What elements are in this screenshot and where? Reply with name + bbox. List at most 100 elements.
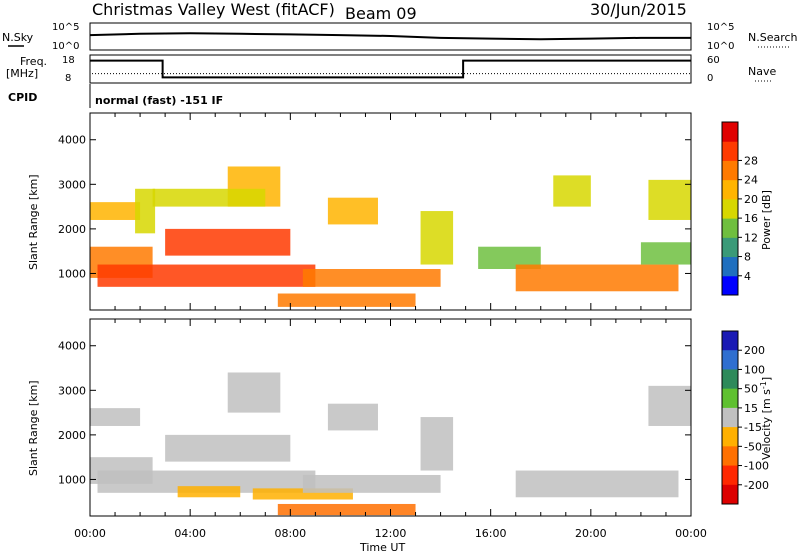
station-title: Christmas Valley West (fitACF) [92, 0, 335, 19]
colorbar-frame [721, 121, 739, 296]
scatter-region [165, 228, 291, 256]
frequency-panel: Freq. [MHz] 18 8 60 0 Nave [6, 54, 776, 84]
colorbar-swatch [722, 331, 738, 351]
colorbar-swatch [722, 179, 738, 200]
nave-tick-bottom: 0 [707, 73, 713, 84]
y-tick-label: 2000 [58, 223, 86, 236]
scatter-region [177, 486, 241, 498]
colorbar-swatch [722, 427, 738, 447]
colorbar-tick-label: 100 [744, 363, 765, 376]
colorbar-swatch [722, 407, 738, 428]
colorbar-swatch [722, 218, 738, 238]
colorbar-swatch [722, 275, 738, 296]
noise-panel: N.Sky 10^5 10^0 10^5 10^0 N.Search [2, 22, 798, 52]
colorbar-swatch [722, 446, 738, 467]
colorbar-swatch [722, 256, 738, 277]
colorbar-tick-label: -15 [744, 421, 762, 434]
colorbar-tick-label: 20 [744, 193, 758, 206]
scatter-region [227, 372, 281, 413]
noise-tick-bottom-right: 10^0 [707, 41, 734, 52]
colorbar-swatch [722, 465, 738, 486]
noise-tick-bottom-left: 10^0 [52, 41, 79, 52]
noise-series-line [89, 32, 691, 41]
scatter-region [152, 188, 266, 207]
x-tick-label: 16:00 [475, 527, 507, 540]
colorbar-swatch [722, 141, 738, 161]
noise-tick-top-left: 10^5 [52, 22, 79, 33]
scatter-region [165, 434, 291, 462]
freq-tick-bottom: 8 [65, 73, 71, 84]
nave-tick-top: 60 [707, 55, 720, 66]
scatter-region [478, 246, 541, 269]
colorbar-swatch [722, 350, 738, 370]
freq-label: Freq. [20, 55, 47, 68]
colorbar-tick-label: -200 [744, 479, 769, 492]
scatter-region [640, 242, 691, 265]
x-tick-label: 12:00 [375, 527, 407, 540]
y-tick-label: 2000 [58, 429, 86, 442]
y-tick-label: 1000 [58, 473, 86, 486]
colorbar-tick-label: 50 [744, 383, 758, 396]
cpid-text: normal (fast) -151 IF [95, 94, 223, 107]
freq-tick-top: 18 [62, 55, 75, 66]
scatter-region [648, 385, 691, 426]
x-tick-label: 00:00 [675, 527, 707, 540]
scatter-region [515, 470, 679, 498]
colorbar-tick-label: 12 [744, 231, 758, 244]
colorbar-frame [721, 330, 739, 505]
scatter-region [648, 179, 691, 220]
date-title: 30/Jun/2015 [590, 0, 687, 19]
colorbar-swatch [722, 484, 738, 505]
xlabel: Time UT [359, 541, 405, 554]
cpid-label: CPID [8, 91, 37, 104]
y-tick-label: 1000 [58, 267, 86, 280]
colorbar-tick-label: 16 [744, 212, 758, 225]
velocity-colorbar: 200 100 50 15 -15 -50 -100 -200 [721, 330, 769, 505]
x-tick-label: 08:00 [274, 527, 306, 540]
colorbar-swatch [722, 160, 738, 181]
colorbar-swatch [722, 198, 738, 219]
beam-title: Beam 09 [345, 4, 417, 23]
colorbar-swatch [722, 237, 738, 258]
nsearch-label: N.Search [748, 31, 798, 44]
power-ylabel: Slant Range [km] [27, 174, 40, 270]
y-tick-label: 4000 [58, 134, 86, 147]
scatter-region [277, 503, 416, 516]
velocity-panel: 1000 2000 3000 4000 [58, 318, 692, 517]
scatter-region [97, 470, 316, 493]
velocity-ylabel: Slant Range [km] [27, 380, 40, 476]
colorbar-tick-label: 4 [744, 270, 751, 283]
scatter-region [97, 264, 316, 287]
y-tick-label: 3000 [58, 178, 86, 191]
colorbar-tick-label: -100 [744, 460, 769, 473]
scatter-region [327, 197, 378, 225]
scatter-region [135, 188, 156, 234]
scatter-region [90, 202, 141, 220]
nave-label: Nave [748, 65, 776, 78]
scatter-region [553, 175, 591, 207]
colorbar-tick-label: -50 [744, 440, 762, 453]
colorbar-tick-label: 8 [744, 251, 751, 264]
colorbar-tick-label: 15 [744, 402, 758, 415]
y-tick-label: 4000 [58, 340, 86, 353]
velocity-scale-label: Velocity [m s-1] [759, 377, 773, 460]
scatter-region [252, 488, 353, 500]
colorbar-tick-label: 28 [744, 154, 758, 167]
colorbar-tick-label: 24 [744, 174, 758, 187]
scatter-region [420, 417, 454, 471]
colorbar-swatch [722, 388, 738, 409]
power-scale-label: Power [dB] [760, 190, 773, 250]
frequency-series-line [90, 59, 691, 79]
colorbar-swatch [722, 122, 738, 142]
noise-tick-top-right: 10^5 [707, 22, 734, 33]
scatter-region [327, 403, 378, 431]
y-tick-label: 3000 [58, 384, 86, 397]
freq-unit-label: [MHz] [6, 67, 38, 80]
x-tick-label: 04:00 [174, 527, 206, 540]
colorbar-swatch [722, 369, 738, 390]
scatter-region [90, 408, 141, 426]
scatter-region [420, 211, 454, 265]
colorbar-tick-label: 200 [744, 344, 765, 357]
power-panel: 1000 2000 3000 4000 [58, 112, 692, 311]
